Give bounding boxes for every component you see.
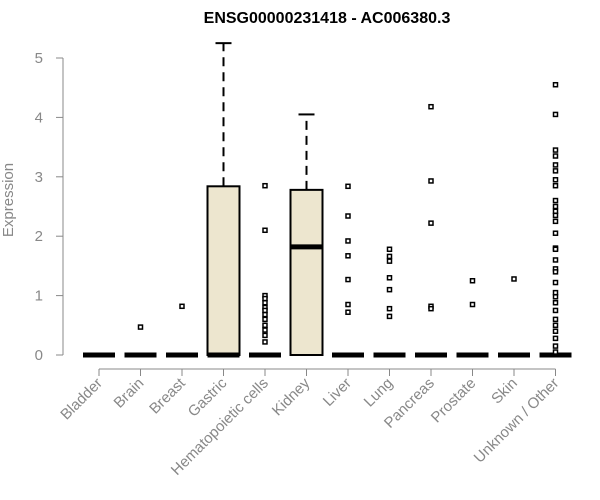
outlier-point xyxy=(262,316,268,323)
box-group xyxy=(539,81,572,358)
y-tick-label: 5 xyxy=(35,50,43,67)
outlier-point xyxy=(552,343,559,349)
box-group xyxy=(456,278,489,358)
outlier-point xyxy=(552,81,559,88)
y-tick-label: 2 xyxy=(35,228,43,245)
outlier-point xyxy=(262,339,268,345)
chart-title: ENSG00000231418 - AC006380.3 xyxy=(204,10,451,27)
outlier-point xyxy=(386,253,393,260)
outlier-point xyxy=(262,327,268,333)
outlier-point xyxy=(345,238,351,244)
outlier-point xyxy=(137,324,144,330)
outlier-point xyxy=(386,286,393,293)
outlier-point xyxy=(552,316,559,323)
outlier-point xyxy=(552,147,559,153)
outlier-point xyxy=(552,218,559,225)
outlier-point xyxy=(552,328,559,334)
y-tick-label: 4 xyxy=(35,109,43,126)
outlier-point xyxy=(262,311,268,318)
box-group xyxy=(373,246,406,358)
x-tick-label: Breast xyxy=(146,374,189,417)
outlier-point xyxy=(262,299,268,306)
x-tick-label: Brain xyxy=(111,375,148,412)
box-group xyxy=(249,182,281,358)
outlier-point xyxy=(345,183,351,190)
outlier-point xyxy=(552,349,559,355)
x-tick-label: Prostate xyxy=(428,375,480,427)
outlier-point xyxy=(552,212,559,219)
x-tick-label: Skin xyxy=(488,375,521,408)
outlier-point xyxy=(552,322,559,329)
x-tick-label: Lung xyxy=(361,375,397,411)
outlier-point xyxy=(552,203,559,210)
outlier-point xyxy=(552,299,559,306)
outlier-point xyxy=(511,276,517,282)
outlier-point xyxy=(552,168,559,174)
y-tick-label: 0 xyxy=(35,347,43,364)
box-group xyxy=(166,303,198,358)
outlier-point xyxy=(428,103,434,110)
outlier-point xyxy=(552,289,559,296)
outlier-point xyxy=(552,335,559,342)
y-tick-label: 3 xyxy=(35,169,43,186)
outlier-point xyxy=(428,178,434,184)
outlier-point xyxy=(386,258,393,264)
outlier-point xyxy=(552,246,559,253)
x-tick-label: Kidney xyxy=(269,374,314,419)
plot-area xyxy=(83,42,572,358)
box xyxy=(206,185,241,356)
outlier-point xyxy=(345,309,351,315)
outlier-point xyxy=(552,307,559,314)
outlier-point xyxy=(552,230,559,236)
outlier-point xyxy=(386,313,393,320)
outlier-point xyxy=(262,307,268,314)
outlier-point xyxy=(179,303,185,310)
x-tick-label: Liver xyxy=(320,375,355,410)
outlier-point xyxy=(552,257,559,263)
outlier-point xyxy=(345,253,351,259)
x-tick-label: Bladder xyxy=(57,375,106,424)
outlier-point xyxy=(552,182,559,189)
box-group xyxy=(332,183,364,358)
outlier-point xyxy=(469,301,476,308)
outlier-point xyxy=(552,111,559,118)
outlier-point xyxy=(262,182,268,189)
outlier-point xyxy=(262,227,268,234)
outlier-point xyxy=(262,322,268,329)
outlier-point xyxy=(552,208,559,215)
y-tick-label: 1 xyxy=(35,288,43,305)
outlier-point xyxy=(262,295,268,302)
box-group xyxy=(415,103,447,358)
outlier-point xyxy=(552,177,559,183)
box-group xyxy=(289,113,324,356)
outlier-point xyxy=(552,279,559,286)
outlier-point xyxy=(345,276,351,283)
outlier-point xyxy=(345,301,351,308)
outlier-point xyxy=(552,153,559,159)
outlier-point xyxy=(345,213,351,219)
outlier-point xyxy=(428,305,434,312)
outlier-point xyxy=(386,305,393,312)
box xyxy=(289,188,324,356)
outlier-point xyxy=(386,246,393,253)
outlier-point xyxy=(552,197,559,204)
box-group xyxy=(124,324,157,358)
outlier-point xyxy=(552,294,559,300)
y-axis: 0 1 2 3 4 5 xyxy=(35,50,64,364)
y-axis-label: Expression xyxy=(0,163,17,237)
outlier-point xyxy=(469,278,476,284)
outlier-point xyxy=(552,162,559,168)
outlier-point xyxy=(262,332,268,339)
outlier-point xyxy=(386,275,393,281)
outlier-point xyxy=(552,269,559,275)
box-group xyxy=(498,276,530,358)
outlier-point xyxy=(428,220,434,226)
box-group xyxy=(206,42,241,358)
